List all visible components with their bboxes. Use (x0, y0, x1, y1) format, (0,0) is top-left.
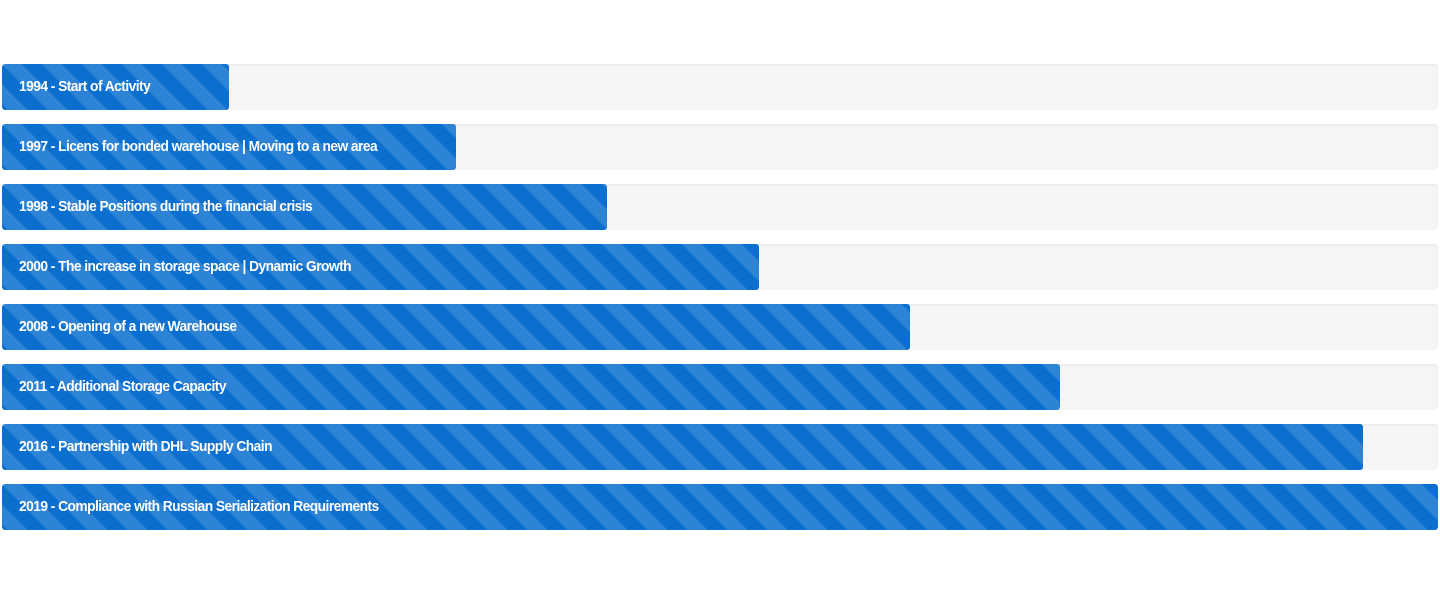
milestone-label: 2011 - Additional Storage Capacity (19, 378, 227, 395)
milestone-label: 1994 - Start of Activity (19, 78, 151, 95)
milestone-bar-1998: 1998 - Stable Positions during the finan… (2, 184, 1438, 230)
milestone-fill (2, 244, 759, 290)
milestone-fill (2, 484, 1438, 530)
milestone-fill (2, 424, 1364, 470)
milestone-label: 2000 - The increase in storage space | D… (19, 258, 352, 275)
milestone-fill (2, 184, 607, 230)
milestone-label: 1997 - Licens for bonded warehouse | Mov… (19, 138, 378, 155)
milestone-fill (2, 64, 229, 110)
milestone-bar-1997: 1997 - Licens for bonded warehouse | Mov… (2, 124, 1438, 170)
milestone-bar-1994: 1994 - Start of Activity (2, 64, 1438, 110)
milestone-label: 1998 - Stable Positions during the finan… (19, 198, 313, 215)
milestone-fill (2, 304, 910, 350)
milestone-fill (2, 364, 1061, 410)
milestone-bar-2011: 2011 - Additional Storage Capacity (2, 364, 1438, 410)
company-history-timeline: 1994 - Start of Activity 1997 - Licens f… (2, 64, 1438, 544)
milestone-bar-2008: 2008 - Opening of a new Warehouse (2, 304, 1438, 350)
milestone-bar-2019: 2019 - Compliance with Russian Serializa… (2, 484, 1438, 530)
milestone-label: 2019 - Compliance with Russian Serializa… (19, 498, 379, 515)
milestone-bar-2016: 2016 - Partnership with DHL Supply Chain (2, 424, 1438, 470)
milestone-fill (2, 124, 456, 170)
milestone-bar-2000: 2000 - The increase in storage space | D… (2, 244, 1438, 290)
milestone-label: 2016 - Partnership with DHL Supply Chain (19, 438, 273, 455)
milestone-label: 2008 - Opening of a new Warehouse (19, 318, 237, 335)
